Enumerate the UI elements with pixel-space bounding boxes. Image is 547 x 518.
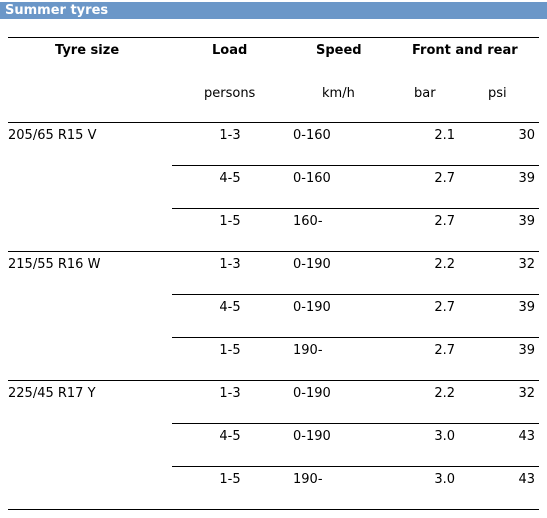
tyre-size-cell: 225/45 R17 Y: [8, 386, 96, 401]
load-cell: 1-3: [219, 257, 241, 272]
header-tyre-size: Tyre size: [55, 43, 120, 58]
table-top-rule: [8, 37, 539, 38]
load-cell: 1-5: [219, 214, 241, 229]
load-cell: 4-5: [219, 171, 241, 186]
psi-cell: 30: [518, 128, 535, 143]
speed-cell: 0-160: [293, 171, 331, 186]
load-cell: 1-5: [219, 472, 241, 487]
row-separator-rule: [172, 294, 539, 295]
row-separator-rule: [172, 466, 539, 467]
section-title: Summer tyres: [5, 3, 109, 18]
psi-cell: 39: [518, 300, 535, 315]
unit-bar: bar: [414, 86, 436, 101]
speed-cell: 190-: [293, 472, 323, 487]
header-load: Load: [212, 43, 248, 58]
row-separator-rule: [172, 423, 539, 424]
psi-cell: 43: [518, 472, 535, 487]
speed-cell: 0-160: [293, 128, 331, 143]
unit-psi: psi: [488, 86, 507, 101]
load-cell: 4-5: [219, 429, 241, 444]
psi-cell: 39: [518, 214, 535, 229]
load-cell: 1-3: [219, 386, 241, 401]
psi-cell: 39: [518, 171, 535, 186]
unit-persons: persons: [204, 86, 256, 101]
speed-cell: 0-190: [293, 429, 331, 444]
tyre-size-cell: 215/55 R16 W: [8, 257, 101, 272]
speed-cell: 0-190: [293, 300, 331, 315]
psi-cell: 32: [518, 257, 535, 272]
speed-cell: 160-: [293, 214, 323, 229]
row-separator-rule: [172, 165, 539, 166]
load-cell: 1-3: [219, 128, 241, 143]
header-speed: Speed: [316, 43, 362, 58]
psi-cell: 43: [518, 429, 535, 444]
bar-cell: 2.7: [434, 171, 455, 186]
bar-cell: 2.2: [434, 386, 455, 401]
speed-cell: 190-: [293, 343, 323, 358]
group-separator-rule: [8, 251, 539, 252]
section-title-bar: Summer tyres: [0, 2, 547, 19]
bar-cell: 2.1: [434, 128, 455, 143]
psi-cell: 32: [518, 386, 535, 401]
bar-cell: 2.2: [434, 257, 455, 272]
group-separator-rule: [8, 509, 539, 510]
bar-cell: 3.0: [434, 472, 455, 487]
group-separator-rule: [8, 380, 539, 381]
load-cell: 4-5: [219, 300, 241, 315]
load-cell: 1-5: [219, 343, 241, 358]
tyre-size-cell: 205/65 R15 V: [8, 128, 97, 143]
unit-kmh: km/h: [322, 86, 355, 101]
bar-cell: 3.0: [434, 429, 455, 444]
row-separator-rule: [172, 208, 539, 209]
speed-cell: 0-190: [293, 386, 331, 401]
header-bottom-rule: [8, 122, 539, 123]
bar-cell: 2.7: [434, 214, 455, 229]
psi-cell: 39: [518, 343, 535, 358]
speed-cell: 0-190: [293, 257, 331, 272]
header-front-and-rear: Front and rear: [412, 43, 518, 58]
bar-cell: 2.7: [434, 343, 455, 358]
bar-cell: 2.7: [434, 300, 455, 315]
row-separator-rule: [172, 337, 539, 338]
